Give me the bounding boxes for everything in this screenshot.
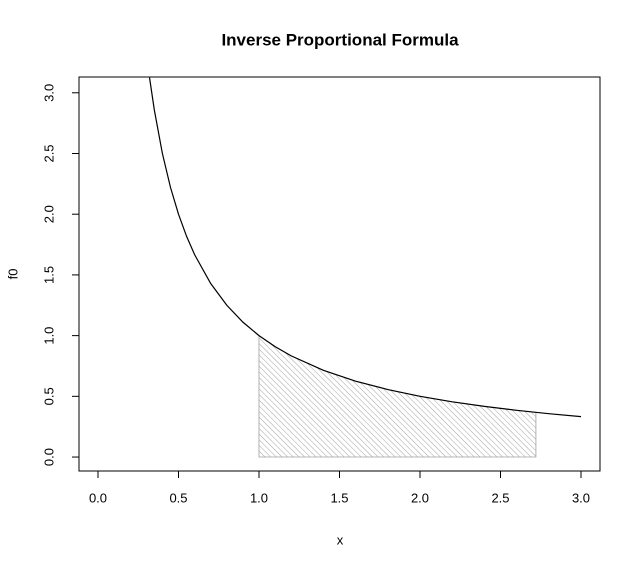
x-tick-label: 0.0 [89, 490, 107, 505]
x-tick-label: 3.0 [572, 490, 590, 505]
y-tick-label: 1.0 [41, 327, 56, 345]
curve-line [148, 77, 582, 418]
y-tick-label: 1.5 [41, 266, 56, 284]
plot-area [148, 77, 582, 458]
y-tick-label: 0.0 [41, 448, 56, 466]
y-tick-label: 0.5 [41, 387, 56, 405]
x-tick-label: 1.0 [250, 490, 268, 505]
y-tick-label: 2.5 [41, 144, 56, 162]
x-tick-label: 2.5 [491, 490, 509, 505]
y-tick-label: 2.0 [41, 205, 56, 223]
y-tick-label: 3.0 [41, 84, 56, 102]
x-axis-label: x [337, 532, 344, 547]
x-tick-label: 0.5 [169, 490, 187, 505]
chart-title: Inverse Proportional Formula [221, 30, 459, 49]
x-tick-label: 2.0 [411, 490, 429, 505]
y-axis-label: f0 [5, 269, 20, 280]
x-tick-label: 1.5 [330, 490, 348, 505]
